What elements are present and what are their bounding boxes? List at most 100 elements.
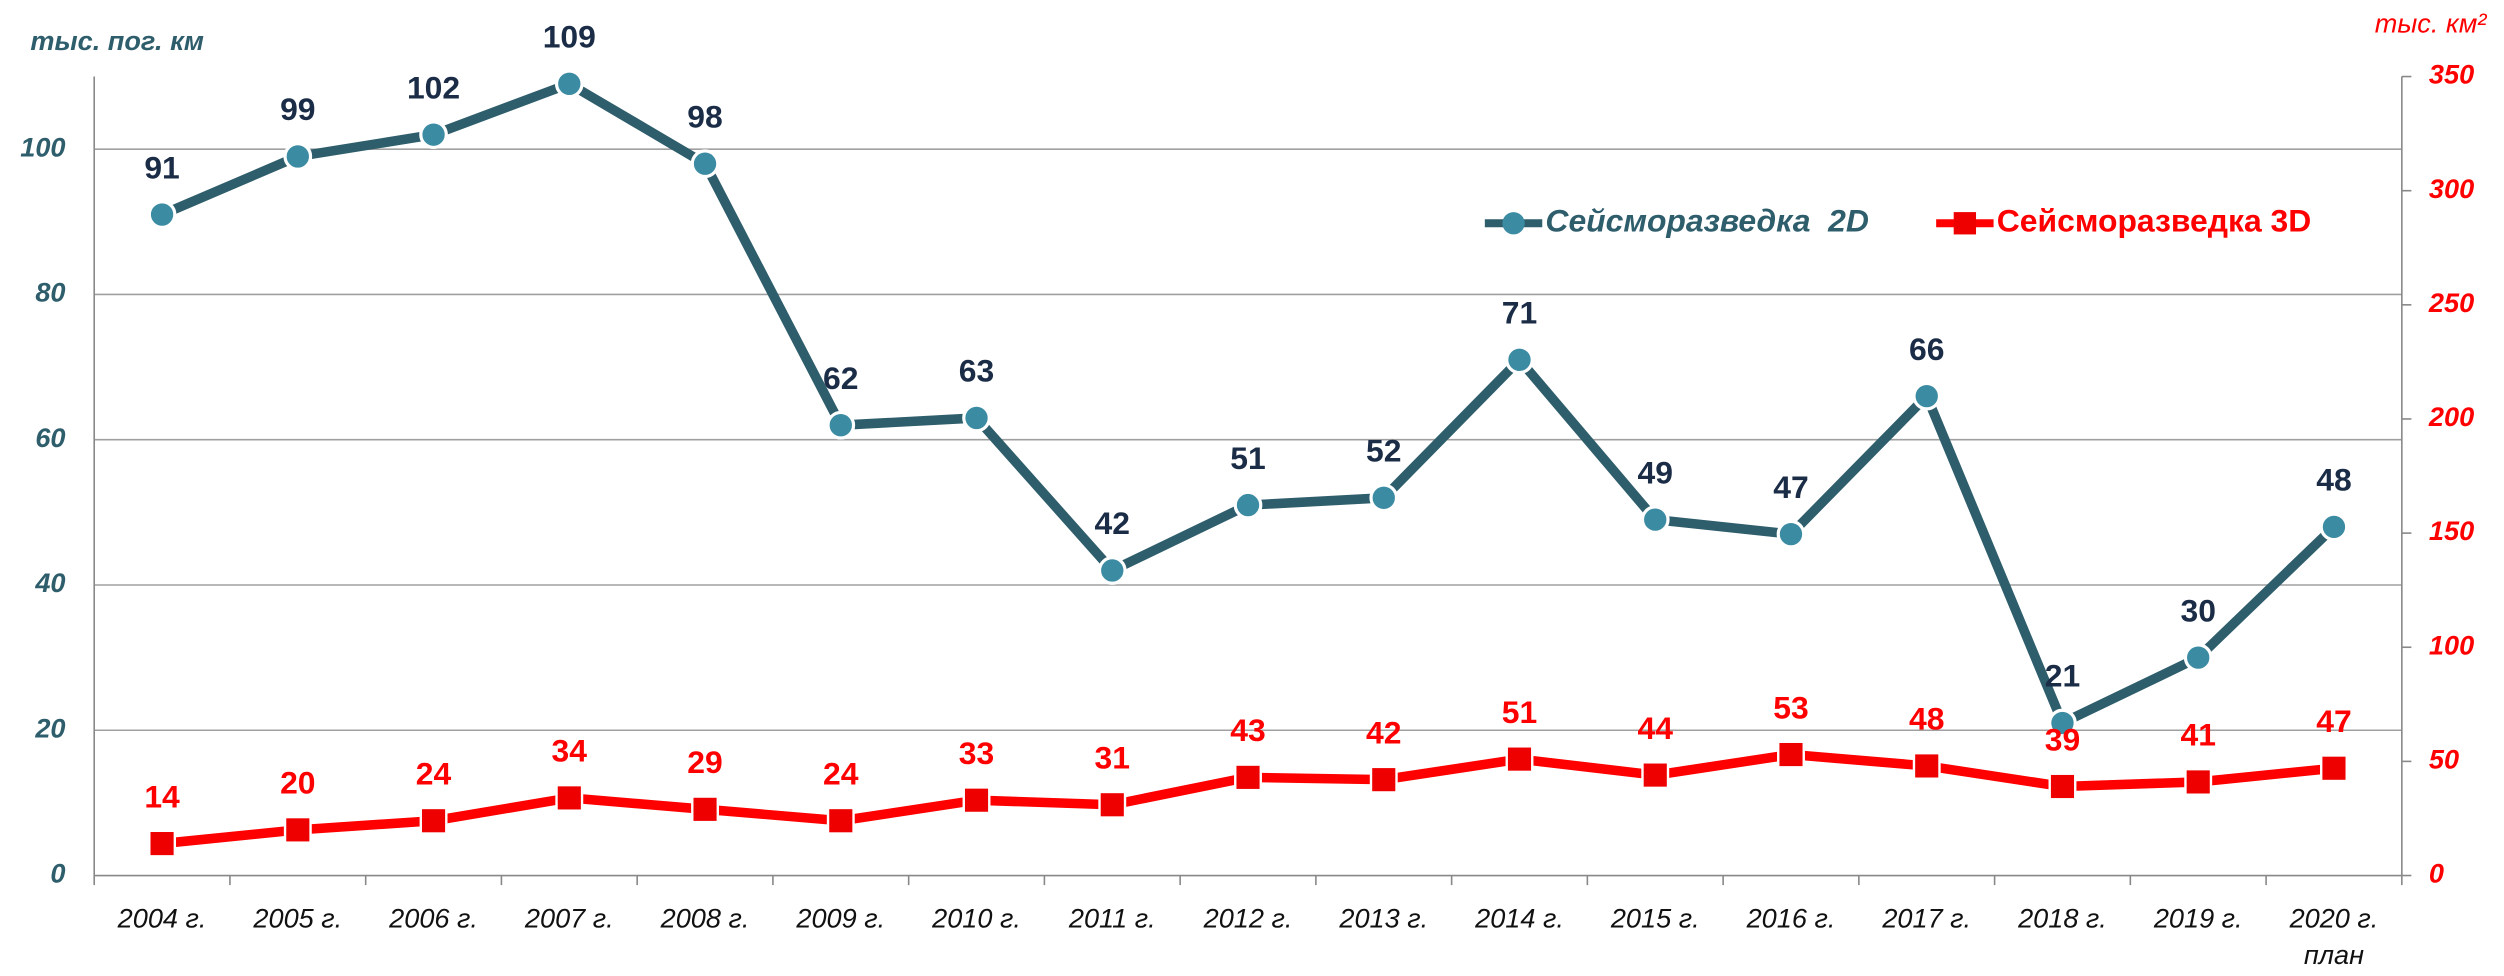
marker [962,403,991,433]
marker [2048,708,2077,738]
x-tick-label: 2012 г. [1203,902,1293,933]
y2-axis-title: тыс. км² [2375,8,2488,39]
data-label: 98 [687,98,722,134]
marker [691,795,719,824]
data-label: 39 [2045,721,2080,757]
y-tick-label: 80 [35,277,65,308]
data-label: 44 [1638,710,1674,746]
marker [1234,763,1262,792]
legend-label: Сейсморазведка 2D [1545,203,1868,239]
data-label: 24 [823,756,859,792]
marker [2319,512,2349,542]
marker [283,142,313,171]
x-tick-label: 2015 г. [1610,902,1700,933]
data-label: 43 [1230,712,1265,748]
data-label: 14 [144,778,180,814]
marker [419,806,448,835]
series-line [160,79,2338,728]
marker [1776,519,1806,549]
x-tick-label: 2008 г. [660,902,750,933]
legend-label: Сейсморазведка 3D [1997,203,2312,239]
data-label: 21 [2045,658,2080,694]
data-label: 33 [959,735,994,771]
data-label: 42 [1095,505,1130,541]
x-tick-label: 2014 г. [1474,902,1564,933]
x-tick-label: 2018 г. [2017,902,2107,933]
x-tick-label: 2020 г. [2289,902,2379,933]
x-tick-label: 2017 г. [1881,902,1971,933]
data-label: 71 [1502,295,1537,331]
data-label: 63 [959,353,994,389]
y-axis-title: тыс. пог. км [30,25,203,56]
marker [1912,381,1942,411]
y-tick-label: 0 [50,858,65,889]
legend-marker [1502,212,1525,235]
data-label: 102 [407,69,460,105]
data-label: 41 [2180,717,2215,753]
marker [690,149,720,179]
marker [1777,740,1805,769]
data-label: 30 [2180,592,2215,628]
x-tick-label: 2011 г. [1068,902,1156,933]
y-tick-label: 20 [34,712,65,743]
marker [826,806,855,835]
data-label: 53 [1773,689,1808,725]
data-label: 48 [1909,701,1944,737]
marker [555,783,584,812]
y2-tick-label: 350 [2429,59,2474,90]
marker [962,786,991,815]
marker [1369,765,1398,794]
marker [554,69,584,99]
marker [2320,754,2348,783]
marker [147,200,177,229]
marker [2048,772,2077,801]
data-label: 51 [1230,440,1265,476]
x-tick-label: 2004 г. [117,902,207,933]
y2-tick-label: 100 [2429,629,2474,660]
x-tick-label: 2009 г. [795,902,885,933]
data-label: 34 [552,733,588,769]
y2-tick-label: 150 [2429,515,2474,546]
data-label: 42 [1366,714,1401,750]
data-label: 91 [144,149,179,185]
marker [1505,745,1534,774]
data-label: 20 [280,765,315,801]
marker [1098,790,1127,819]
x-tick-label: 2019 г. [2153,902,2243,933]
marker [148,829,177,858]
marker [1369,483,1399,513]
x-tick-label: 2005 г. [252,902,342,933]
data-label: 47 [2316,703,2351,739]
y2-tick-label: 50 [2429,744,2459,775]
y-tick-label: 40 [34,567,65,598]
data-label: 47 [1773,469,1808,505]
x-tick-label: 2010 г. [931,902,1021,933]
data-label: 66 [1909,331,1944,367]
x-tick-label: 2016 г. [1746,902,1836,933]
x-tick-label: 2006 г. [388,902,478,933]
x-tick-label: 2013 г. [1338,902,1428,933]
marker [2183,643,2213,672]
x-tick-note: план [2304,939,2364,970]
y-tick-label: 100 [20,131,65,162]
marker [419,120,448,150]
legend-marker [1953,212,1977,235]
marker [1505,345,1534,375]
y-tick-label: 60 [35,422,65,453]
marker [283,815,312,844]
marker [2184,767,2213,796]
marker [1233,490,1263,520]
data-label: 24 [416,756,452,792]
data-label: 62 [823,360,858,396]
y2-tick-label: 250 [2428,287,2474,318]
marker [826,410,856,440]
y2-tick-label: 300 [2429,173,2474,204]
data-label: 49 [1638,454,1673,490]
data-label: 51 [1502,694,1537,730]
y2-tick-label: 200 [2428,401,2474,432]
marker [1640,505,1670,534]
marker [1912,752,1941,780]
data-label: 29 [687,744,722,780]
data-label: 48 [2316,462,2351,498]
